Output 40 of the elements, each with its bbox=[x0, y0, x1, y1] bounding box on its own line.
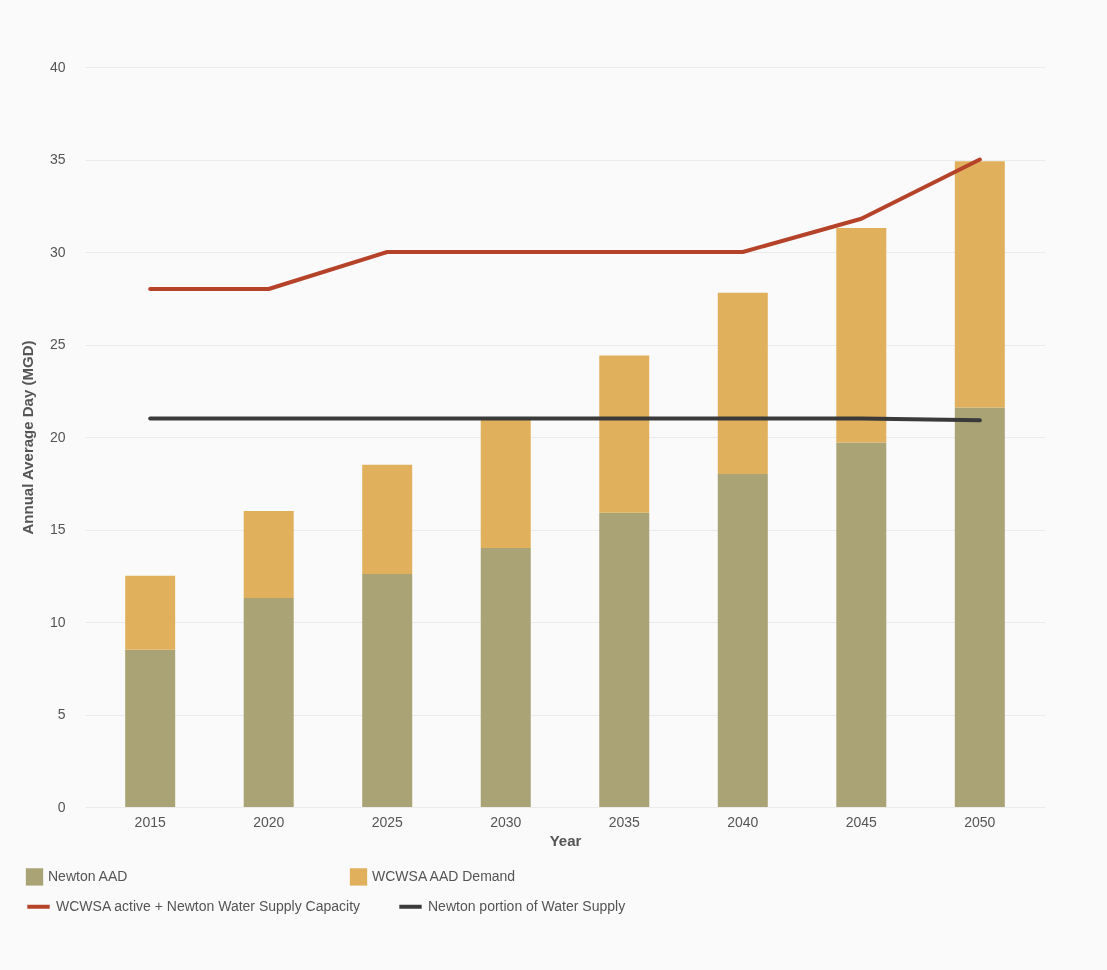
bar bbox=[717, 474, 768, 807]
x-tick-label: 2045 bbox=[845, 813, 878, 830]
y-axis-title: Annual Average Day (MGD) bbox=[18, 340, 36, 535]
y-tick-label: 0 bbox=[57, 798, 66, 815]
x-tick-label: 2040 bbox=[727, 813, 759, 830]
legend-label: WCWSA active + Newton Water Supply Capacity bbox=[56, 897, 361, 914]
x-tick-label: 2030 bbox=[490, 813, 522, 830]
y-tick-label: 30 bbox=[49, 243, 66, 260]
bar bbox=[954, 407, 1005, 807]
y-tick-label: 35 bbox=[49, 151, 66, 167]
x-tick-label: 2035 bbox=[608, 813, 641, 830]
bar bbox=[954, 161, 1005, 408]
y-tick-label: 15 bbox=[49, 521, 66, 537]
y-tick-label: 5 bbox=[57, 706, 66, 722]
bar bbox=[480, 418, 531, 548]
y-tick-label: 40 bbox=[49, 58, 66, 75]
bar bbox=[717, 292, 768, 474]
bar bbox=[243, 511, 294, 598]
bar bbox=[599, 355, 650, 513]
x-tick-label: 2050 bbox=[964, 813, 996, 830]
bar bbox=[362, 464, 413, 574]
x-tick-label: 2020 bbox=[253, 813, 285, 830]
y-tick-label: 20 bbox=[49, 428, 66, 445]
x-tick-label: 2015 bbox=[134, 813, 166, 830]
legend-label: Newton portion of Water Supply bbox=[428, 897, 626, 914]
legend-label: Newton AAD bbox=[48, 867, 128, 884]
bar bbox=[362, 573, 413, 807]
y-tick-label: 25 bbox=[49, 336, 66, 352]
x-tick-label: 2025 bbox=[371, 813, 403, 830]
bar bbox=[599, 512, 650, 807]
bar bbox=[836, 442, 887, 807]
bar bbox=[480, 548, 531, 807]
line-series bbox=[148, 157, 982, 291]
bar bbox=[836, 227, 887, 443]
bar bbox=[243, 597, 294, 807]
legend-label: WCWSA AAD Demand bbox=[372, 867, 516, 884]
bar bbox=[125, 575, 176, 650]
bar bbox=[125, 649, 176, 807]
x-axis-title: Year bbox=[549, 831, 582, 849]
y-tick-label: 10 bbox=[49, 613, 66, 630]
